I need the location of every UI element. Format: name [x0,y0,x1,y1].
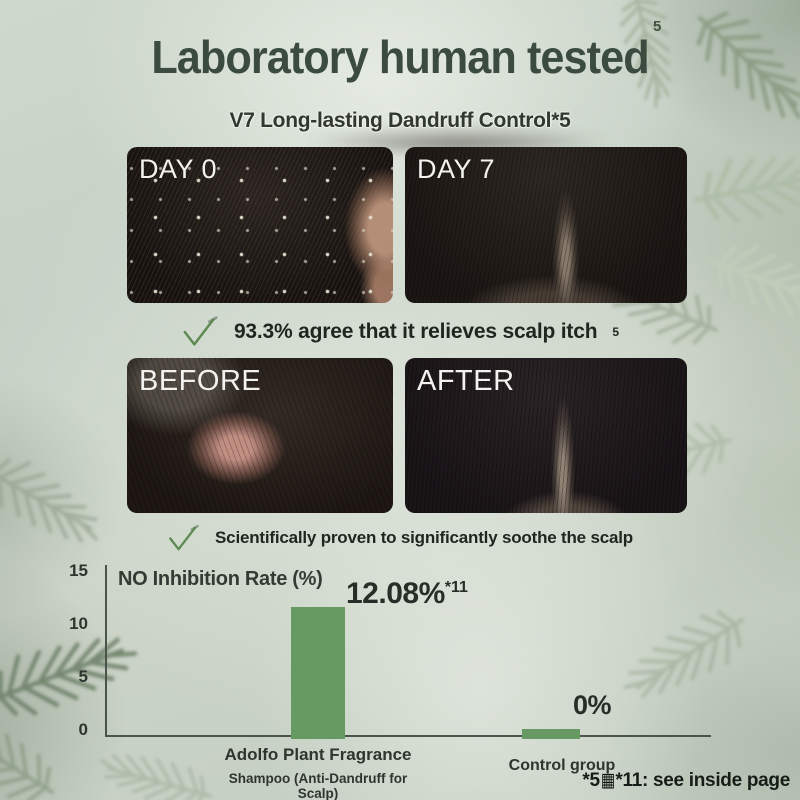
category-label-control: Control group [508,757,616,774]
y-tick-0: 0 [78,720,88,739]
claim-soothe-row: Scientifically proven to significantly s… [0,519,800,557]
bar-control [522,729,580,739]
photo-label-after: AFTER [417,365,515,397]
title-corner-superscript: 5 [653,18,662,35]
category-label-shampoo-line2: Shampoo (Anti-Dandruff for Scalp) [228,771,408,800]
photo-label-before: BEFORE [139,365,262,397]
photo-before: BEFORE [127,358,393,513]
chart-title: NO Inhibition Rate (%) [118,568,323,590]
claim-itch-row: 93.3% agree that it relieves scalp itch … [0,311,800,353]
y-tick-10: 10 [69,614,88,633]
photo-top-shadow [292,126,622,150]
bar-shampoo [291,606,345,739]
photo-after: AFTER [405,358,687,513]
photo-day7: DAY 7 [405,147,687,303]
photo-label-day7: DAY 7 [417,154,496,184]
bar-shampoo-value: 12.08%*11 [346,577,468,611]
claim-itch-superscript: 5 [612,325,620,339]
bar-shampoo-value-sup: *11 [444,579,468,596]
y-tick-15: 15 [69,561,88,580]
checkmark-icon [167,524,200,553]
y-axis-line [105,565,107,737]
plot-area: 12.08%*11 0% [106,565,711,739]
footnote-ref-11: *11: see inside page [615,770,790,791]
footnote: *5▦*11: see inside page [582,769,790,792]
x-axis-line [105,735,711,737]
page-subtitle: V7 Long-lasting Dandruff Control*5 [229,109,571,132]
checkmark-icon [181,315,219,349]
y-tick-5: 5 [78,667,88,686]
category-label-shampoo: Adolfo Plant Fragrance Shampoo (Anti-Dan… [208,745,428,800]
claim-soothe-text: Scientifically proven to significantly s… [215,528,633,547]
footnote-ref-5: *5 [582,770,600,791]
bar-shampoo-value-main: 12.08% [346,577,445,610]
missing-glyph-box: ▦ [600,770,615,791]
dandruff-speckles [127,147,393,303]
bar-control-value: 0% [573,690,612,720]
category-label-shampoo-line1: Adolfo Plant Fragrance [224,745,412,764]
photo-day0: DAY 0 [127,147,393,303]
claim-itch-text: 93.3% agree that it relieves scalp itch [233,320,598,343]
photo-label-day0: DAY 0 [139,154,218,184]
page-title: Laboratory human tested [151,31,649,83]
no-inhibition-bar-chart: 15 10 5 0 NO Inhibition Rate (%) 12.08%*… [60,560,760,800]
